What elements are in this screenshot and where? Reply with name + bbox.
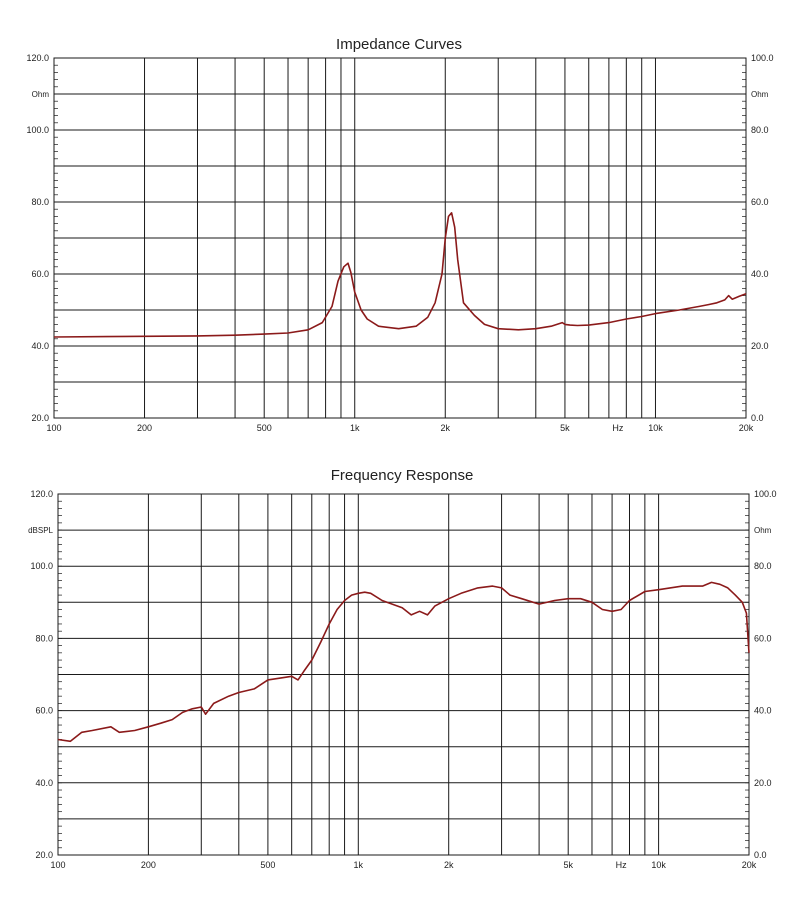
frequency-response-x-tick-label: 10k <box>651 860 666 870</box>
frequency-response-y-tick-label: 120.0 <box>30 489 53 499</box>
impedance-right-tick-label: 40.0 <box>751 269 769 279</box>
frequency-response-y-tick-label: 80.0 <box>35 633 53 643</box>
impedance-x-tick-label: 5k <box>560 423 570 433</box>
frequency-response-x-tick-label: 2k <box>444 860 454 870</box>
impedance-x-tick-label: Hz <box>612 423 623 433</box>
impedance-y-tick-label: 40.0 <box>31 341 49 351</box>
impedance-chart: Impedance Curves 120.0 100.0 80.0 60.0 40.0 2… <box>26 36 773 433</box>
frequency-response-y-tick-label: 20.0 <box>35 850 53 860</box>
impedance-y-tick-label: 80.0 <box>31 197 49 207</box>
impedance-right-tick-label: 100.0 <box>751 53 774 63</box>
impedance-x-tick-label: 10k <box>648 423 663 433</box>
impedance-right-tick-label: 60.0 <box>751 197 769 207</box>
impedance-curve <box>53 212 747 338</box>
impedance-x-tick-label: 20k <box>739 423 754 433</box>
impedance-x-tick-label: 200 <box>137 423 152 433</box>
frequency-response-right-tick-label: 0.0 <box>754 850 767 860</box>
impedance-y-tick-label: 100.0 <box>26 125 49 135</box>
impedance-right-tick-label: 0.0 <box>751 413 764 423</box>
impedance-x-tick-label: 1k <box>350 423 360 433</box>
impedance-chart-title: Impedance Curves <box>336 36 462 53</box>
frequency-response-chart: Frequency Response 120.0 100.0 80.0 60.0 40.… <box>28 467 776 870</box>
frequency-response-x-tick-label: Hz <box>616 860 627 870</box>
impedance-right-tick-label: 80.0 <box>751 125 769 135</box>
impedance-y-unit-label: Ohm <box>32 90 50 99</box>
frequency-response-right-tick-label: 20.0 <box>754 778 772 788</box>
frequency-response-x-tick-label: 5k <box>563 860 573 870</box>
frequency-response-x-tick-label: 500 <box>260 860 275 870</box>
impedance-y-tick-label: 60.0 <box>31 269 49 279</box>
frequency-response-x-tick-label: 100 <box>50 860 65 870</box>
impedance-x-tick-label: 100 <box>46 423 61 433</box>
frequency-response-x-tick-label: 200 <box>141 860 156 870</box>
impedance-right-tick-label: 20.0 <box>751 341 769 351</box>
frequency-response-x-tick-label: 1k <box>354 860 364 870</box>
impedance-x-tick-label: 500 <box>257 423 272 433</box>
frequency-response-x-tick-label: 20k <box>742 860 757 870</box>
frequency-response-y-unit-label: dBSPL <box>28 526 53 535</box>
frequency-response-right-tick-label: 60.0 <box>754 633 772 643</box>
frequency-response-curve <box>57 581 750 743</box>
impedance-right-unit-label: Ohm <box>751 90 769 99</box>
frequency-response-y-tick-label: 60.0 <box>35 706 53 716</box>
frequency-response-right-tick-label: 100.0 <box>754 489 777 499</box>
impedance-y-tick-label: 20.0 <box>31 413 49 423</box>
frequency-response-y-tick-label: 100.0 <box>30 561 53 571</box>
frequency-response-right-tick-label: 80.0 <box>754 561 772 571</box>
frequency-response-y-tick-label: 40.0 <box>35 778 53 788</box>
frequency-response-right-unit-label: Ohm <box>754 526 772 535</box>
frequency-response-chart-title: Frequency Response <box>331 467 474 484</box>
impedance-x-tick-label: 2k <box>441 423 451 433</box>
frequency-response-right-tick-label: 40.0 <box>754 706 772 716</box>
impedance-y-tick-label: 120.0 <box>26 53 49 63</box>
